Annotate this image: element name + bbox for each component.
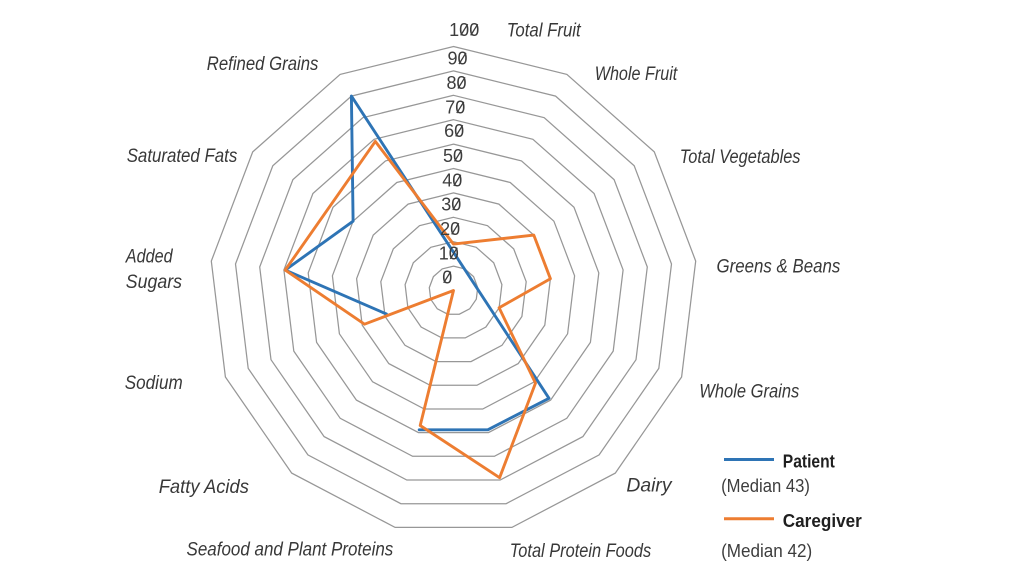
svg-text:Sodium: Sodium (125, 373, 183, 394)
svg-text:Total Vegetables: Total Vegetables (680, 147, 801, 168)
svg-text:50: 50 (443, 146, 463, 166)
svg-text:Patient: Patient (783, 451, 835, 471)
svg-text:10: 10 (439, 244, 459, 264)
svg-text:Fatty Acids: Fatty Acids (159, 477, 250, 498)
svg-text:Saturated Fats: Saturated Fats (127, 146, 238, 167)
svg-text:(Median 42): (Median 42) (721, 541, 812, 561)
svg-text:Total Protein Foods: Total Protein Foods (510, 541, 652, 562)
svg-text:Greens & Beans: Greens & Beans (717, 257, 841, 278)
svg-text:Sugars: Sugars (126, 272, 183, 293)
svg-text:Whole Fruit: Whole Fruit (595, 64, 678, 85)
svg-text:70: 70 (445, 98, 465, 118)
svg-text:80: 80 (446, 73, 466, 93)
svg-text:Dairy: Dairy (626, 475, 673, 496)
svg-text:Refined Grains: Refined Grains (207, 54, 319, 75)
svg-text:Whole Grains: Whole Grains (699, 381, 799, 402)
svg-text:Total Fruit: Total Fruit (507, 21, 582, 42)
svg-text:(Median 43): (Median 43) (721, 476, 810, 496)
svg-text:Added: Added (125, 246, 174, 267)
svg-text:90: 90 (447, 49, 467, 69)
svg-text:20: 20 (440, 219, 460, 239)
svg-text:40: 40 (442, 171, 462, 191)
svg-text:30: 30 (441, 195, 461, 215)
svg-text:60: 60 (444, 121, 464, 141)
svg-text:Seafood and Plant Proteins: Seafood and Plant Proteins (187, 539, 394, 560)
svg-text:Caregiver: Caregiver (783, 511, 862, 531)
